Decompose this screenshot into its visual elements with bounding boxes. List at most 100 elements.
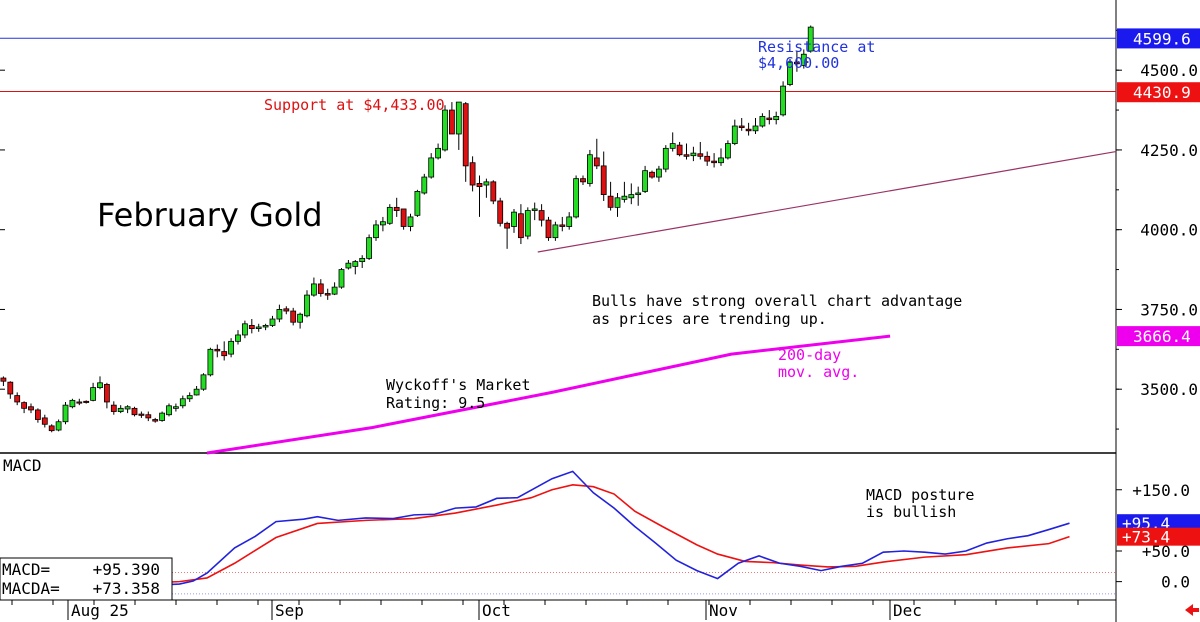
candle-body: [580, 178, 586, 183]
candle-body: [559, 224, 566, 227]
candle-body: [573, 178, 579, 218]
candle-body: [186, 395, 193, 400]
bulls-annotation-line1: Bulls have strong overall chart advantag…: [592, 292, 962, 310]
candle-body: [48, 425, 55, 432]
candle-body: [759, 116, 766, 127]
candle-body: [711, 160, 717, 164]
macd-tag-box: [1117, 527, 1200, 546]
candle-body: [297, 313, 304, 323]
candle-body: [483, 181, 490, 186]
macd-axis: +150.0 +50.0 0.0: [1116, 481, 1190, 592]
candle-body: [407, 216, 414, 227]
resistance-annotation-line2: $4,600.00: [758, 54, 839, 72]
price-tag-box: [1117, 82, 1200, 103]
candle-body: [435, 147, 442, 159]
wyckoff-rating-line1: Wyckoff's Market: [386, 376, 531, 394]
candle-body: [662, 147, 669, 170]
candle-body: [69, 399, 76, 408]
candle-body: [14, 395, 21, 403]
time-tick-label: Aug 25: [71, 601, 129, 620]
candle-body: [90, 387, 96, 401]
candle-body: [697, 153, 704, 157]
candle-body: [635, 192, 642, 195]
candle-body: [262, 324, 269, 328]
ma200-line: [206, 334, 891, 455]
candle-body: [124, 406, 131, 410]
candle-body: [738, 125, 745, 129]
macd-tags: +95.4+73.4: [1117, 514, 1200, 547]
candle-body: [269, 318, 276, 326]
candle-body: [490, 181, 497, 202]
candle-body: [131, 407, 138, 416]
wyckoff-rating-line2: Rating: 9.5: [386, 394, 485, 412]
candle-body: [304, 294, 310, 317]
candle-body: [283, 308, 290, 312]
candle-body: [221, 351, 228, 357]
candle-body: [587, 154, 593, 184]
price-tick-label: 4250.0: [1140, 141, 1198, 160]
macd-pane-title: MACD: [3, 456, 42, 475]
candle-body: [35, 409, 41, 420]
candle-body: [676, 144, 683, 156]
candle-body: [373, 224, 379, 239]
candle-body: [552, 224, 559, 239]
macda-readout-value: +73.358: [93, 579, 160, 598]
time-tick-label: Dec: [893, 601, 922, 620]
candle-body: [324, 293, 331, 296]
candle-body: [718, 157, 724, 164]
candlestick-series: [0, 25, 814, 433]
candle-body: [179, 398, 186, 407]
candle-body: [76, 401, 83, 404]
candle-body: [290, 310, 297, 323]
candle-body: [690, 152, 697, 157]
uptrend-line: [537, 150, 1117, 253]
candle-body: [317, 283, 324, 294]
candle-body: [607, 195, 614, 208]
candle-body: [393, 206, 400, 211]
candle-body: [159, 412, 166, 421]
candle-body: [642, 170, 648, 192]
candle-body: [379, 221, 386, 226]
candle-body: [166, 405, 172, 416]
macd-tick-label: +50.0: [1142, 542, 1190, 561]
candle-body: [469, 162, 476, 186]
candle-body: [780, 85, 786, 116]
price-tag-text: 4599.6: [1133, 29, 1191, 48]
candle-body: [497, 200, 504, 224]
candle-body: [524, 210, 531, 237]
candle-body: [531, 208, 538, 211]
candle-body: [455, 101, 462, 135]
candle-body: [600, 165, 607, 195]
macd-readout-frame: [0, 557, 173, 601]
candle-body: [621, 195, 628, 200]
macd-line: [103, 470, 1070, 587]
candle-body: [207, 348, 214, 376]
candle-body: [787, 61, 793, 85]
price-tick-label: 4000.0: [1140, 221, 1198, 240]
candle-body: [504, 222, 511, 229]
candle-body: [593, 157, 600, 167]
candle-body: [400, 208, 407, 227]
candle-body: [235, 334, 241, 342]
candle-body: [255, 326, 262, 329]
candle-body: [152, 419, 159, 422]
macd-readout-label: MACD=: [2, 560, 50, 579]
candle-body: [421, 176, 428, 194]
candle-body: [476, 183, 483, 188]
price-tag-box: [1117, 326, 1200, 347]
candle-body: [0, 377, 7, 382]
scroll-left-arrow-icon[interactable]: [1185, 604, 1199, 616]
candle-body: [138, 413, 145, 416]
ma200-annotation-line1: 200-day: [778, 346, 841, 364]
candle-body: [745, 128, 752, 132]
candle-body: [55, 421, 62, 431]
candle-body: [462, 103, 469, 167]
candle-body: [200, 374, 207, 390]
candle-body: [428, 157, 435, 178]
price-tag-text: 4430.9: [1133, 83, 1191, 102]
candle-body: [518, 213, 524, 239]
macd-note-line1: MACD posture: [866, 486, 974, 504]
candle-body: [414, 191, 421, 216]
candle-body: [331, 286, 338, 295]
candle-body: [538, 210, 545, 221]
